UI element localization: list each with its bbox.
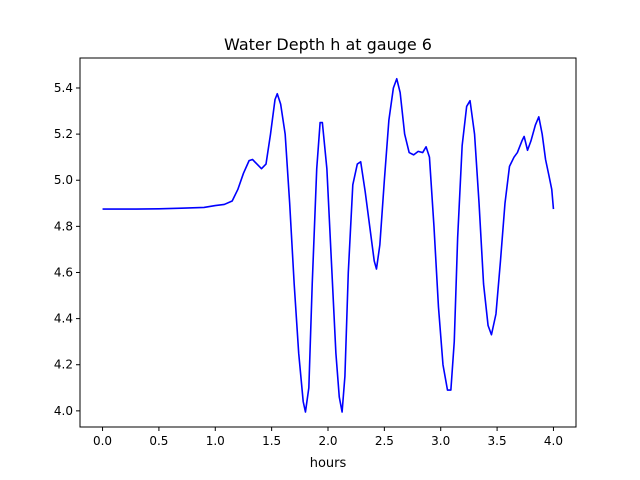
chart-title: Water Depth h at gauge 6 — [224, 35, 432, 54]
series-line-0 — [102, 77, 555, 413]
y-tick-label: 4.8 — [54, 219, 73, 233]
x-tick-label: 2.0 — [318, 434, 337, 448]
y-tick-label: 5.4 — [54, 81, 73, 95]
x-tick-label: 4.0 — [544, 434, 563, 448]
y-tick-label: 5.2 — [54, 127, 73, 141]
x-tick-label: 3.5 — [488, 434, 507, 448]
y-tick-label: 5.0 — [54, 173, 73, 187]
x-axis-label: hours — [310, 456, 347, 471]
x-tick-label: 3.0 — [431, 434, 450, 448]
x-tick-label: 0.5 — [149, 434, 168, 448]
x-tick-label: 2.5 — [375, 434, 394, 448]
x-tick-label: 0.0 — [93, 434, 112, 448]
axes-layer: 0.0 0.5 1.0 1.5 2.0 2.5 3.0 3.5 4.0 4.0 4.2 4.4 4.6 4… — [54, 57, 577, 448]
x-tick-label: 1.0 — [206, 434, 225, 448]
y-tick-label: 4.0 — [54, 404, 73, 418]
y-tick-label: 4.2 — [54, 358, 73, 372]
plot-layer — [102, 77, 555, 413]
y-tick-label: 4.4 — [54, 312, 73, 326]
x-tick-label: 1.5 — [262, 434, 281, 448]
y-tick-label: 4.6 — [54, 265, 73, 279]
